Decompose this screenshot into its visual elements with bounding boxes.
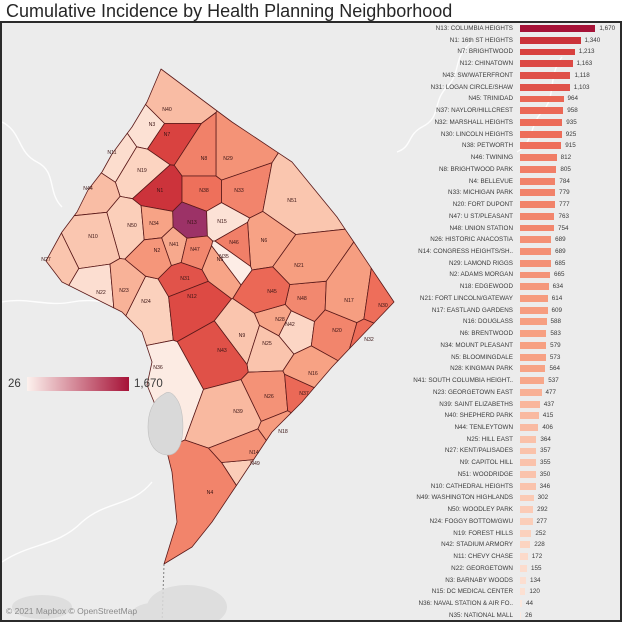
svg-text:N43: N43 [217,348,227,354]
svg-text:N19: N19 [137,168,147,174]
svg-text:N6: N6 [261,238,268,244]
svg-text:N1: N1 [157,188,164,194]
svg-text:N8: N8 [201,156,208,162]
svg-text:N38: N38 [199,188,209,194]
svg-text:N34: N34 [149,221,159,227]
svg-text:N47: N47 [190,247,200,253]
svg-text:N45: N45 [267,289,277,295]
svg-text:N12: N12 [187,294,197,300]
svg-text:N10: N10 [88,234,98,240]
svg-text:N41: N41 [169,242,179,248]
svg-text:N4: N4 [207,490,214,496]
svg-text:N27: N27 [41,257,51,263]
svg-text:N16: N16 [308,371,318,377]
svg-text:N18: N18 [278,429,288,435]
svg-text:N31: N31 [180,276,190,282]
svg-text:N9: N9 [239,333,246,339]
svg-text:N42: N42 [285,322,295,328]
svg-text:N26: N26 [264,394,274,400]
svg-text:N7: N7 [164,132,171,138]
svg-text:N29: N29 [223,156,233,162]
svg-text:N46: N46 [229,240,239,246]
svg-text:N25: N25 [262,341,272,347]
svg-text:N24: N24 [141,299,151,305]
svg-text:N2: N2 [154,248,161,254]
svg-text:N21: N21 [294,263,304,269]
svg-text:N44: N44 [83,186,93,192]
svg-text:N51: N51 [287,198,297,204]
svg-text:N48: N48 [297,296,307,302]
svg-text:N22: N22 [96,290,106,296]
svg-text:N15: N15 [217,219,227,225]
svg-text:N37: N37 [299,391,309,397]
svg-text:N50: N50 [127,223,137,229]
svg-text:N3: N3 [149,122,156,128]
svg-text:N11: N11 [107,150,116,156]
svg-text:N13: N13 [187,220,197,226]
svg-text:N14: N14 [249,450,259,456]
svg-text:N49: N49 [250,461,260,467]
svg-text:N39: N39 [233,409,243,415]
svg-text:N36: N36 [153,365,163,371]
svg-text:N28: N28 [275,317,285,323]
svg-text:N33: N33 [234,188,244,194]
svg-text:N23: N23 [119,288,129,294]
svg-text:N35: N35 [219,254,229,260]
svg-text:N40: N40 [162,107,172,113]
